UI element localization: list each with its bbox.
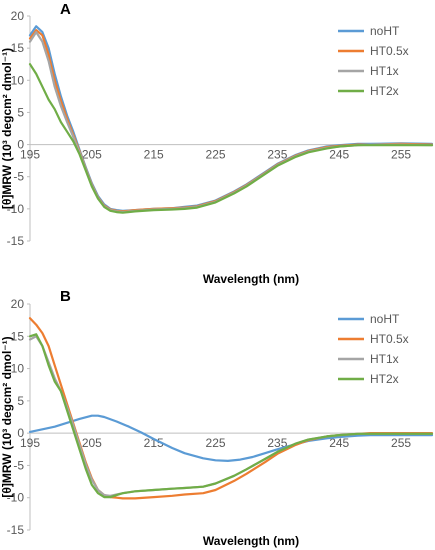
y-tick-label: 5 — [17, 394, 24, 408]
x-tick-label: 195 — [20, 148, 40, 162]
x-tick-label: 235 — [267, 436, 287, 450]
series-line-ht2x — [28, 333, 434, 499]
y-tick-label: 5 — [17, 105, 24, 119]
y-tick-label: 15 — [11, 41, 25, 55]
legend-label: HT0.5x — [370, 332, 409, 346]
y-tick-label: 0 — [17, 138, 24, 152]
legend-label: HT0.5x — [370, 44, 409, 58]
legend-label: HT1x — [370, 352, 399, 366]
x-tick-label: 245 — [329, 148, 349, 162]
y-tick-label: 20 — [11, 297, 25, 311]
y-tick-label: 0 — [17, 426, 24, 440]
series-line-noht — [28, 414, 434, 462]
x-tick-label: 225 — [206, 436, 226, 450]
x-tick-label: 245 — [329, 436, 349, 450]
y-axis-title: [θ]MRW (10³ degcm² dmol⁻¹) — [0, 336, 14, 497]
x-axis-title: Wavelength (nm) — [203, 272, 299, 286]
x-tick-label: 195 — [20, 436, 40, 450]
x-tick-label: 215 — [144, 436, 164, 450]
panel-letter: B — [60, 288, 71, 305]
legend-label: HT1x — [370, 64, 399, 78]
x-tick-label: 205 — [82, 148, 102, 162]
y-tick-label: 15 — [11, 329, 25, 343]
y-tick-label: -10 — [7, 491, 25, 505]
x-tick-label: 255 — [391, 436, 411, 450]
y-tick-label: -15 — [7, 523, 25, 537]
y-tick-label: -5 — [13, 170, 24, 184]
x-tick-label: 235 — [267, 148, 287, 162]
legend-label: noHT — [370, 24, 400, 38]
y-tick-label: 10 — [11, 73, 25, 87]
x-tick-label: 225 — [206, 148, 226, 162]
panel-letter: A — [60, 1, 71, 18]
x-tick-label: 255 — [391, 148, 411, 162]
x-tick-label: 205 — [82, 436, 102, 450]
x-axis-title: Wavelength (nm) — [203, 534, 299, 548]
series-line-ht2x — [28, 63, 434, 214]
x-tick-label: 215 — [144, 148, 164, 162]
y-tick-label: -5 — [13, 458, 24, 472]
y-tick-label: 10 — [11, 362, 25, 376]
y-tick-label: -15 — [7, 234, 25, 248]
legend-label: HT2x — [370, 84, 399, 98]
y-tick-label: 20 — [11, 9, 25, 23]
panel-a: 20 15 10 5 0 -5 -10 -15 195 205 215 225 235 245 255 noH… — [0, 1, 434, 286]
y-tick-label: -10 — [7, 202, 25, 216]
panel-b: 20 15 10 5 0 -5 -10 -15 195 205 215 225 235 245 255 noH… — [0, 288, 434, 548]
y-axis-title: [θ]MRW (10³ degcm² dmol⁻¹) — [0, 48, 14, 209]
legend-label: HT2x — [370, 372, 399, 386]
legend-label: noHT — [370, 312, 400, 326]
